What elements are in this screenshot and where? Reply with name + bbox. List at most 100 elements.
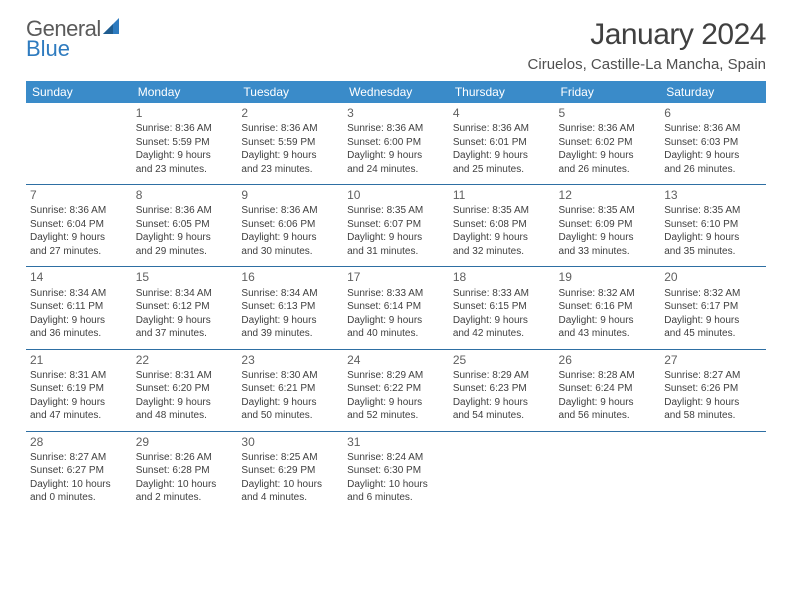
calendar-cell: 9Sunrise: 8:36 AMSunset: 6:06 PMDaylight…: [237, 185, 343, 267]
daylight-line2: and 32 minutes.: [453, 245, 551, 259]
weekday-header: Saturday: [660, 81, 766, 103]
day-number: 25: [453, 352, 551, 368]
sunrise-text: Sunrise: 8:36 AM: [136, 204, 234, 218]
daylight-line2: and 56 minutes.: [559, 409, 657, 423]
daylight-line1: Daylight: 9 hours: [664, 149, 762, 163]
daylight-line1: Daylight: 9 hours: [347, 149, 445, 163]
logo-sail-icon: [103, 16, 123, 41]
daylight-line2: and 39 minutes.: [241, 327, 339, 341]
daylight-line1: Daylight: 9 hours: [453, 314, 551, 328]
sunset-text: Sunset: 6:21 PM: [241, 382, 339, 396]
sunrise-text: Sunrise: 8:34 AM: [136, 287, 234, 301]
sunset-text: Sunset: 6:08 PM: [453, 218, 551, 232]
calendar-cell: 25Sunrise: 8:29 AMSunset: 6:23 PMDayligh…: [449, 349, 555, 431]
daylight-line2: and 48 minutes.: [136, 409, 234, 423]
sunset-text: Sunset: 6:05 PM: [136, 218, 234, 232]
calendar-week-row: 28Sunrise: 8:27 AMSunset: 6:27 PMDayligh…: [26, 431, 766, 513]
calendar-week-row: 21Sunrise: 8:31 AMSunset: 6:19 PMDayligh…: [26, 349, 766, 431]
day-number: 6: [664, 105, 762, 121]
month-title: January 2024: [528, 18, 766, 52]
sunrise-text: Sunrise: 8:34 AM: [30, 287, 128, 301]
daylight-line1: Daylight: 9 hours: [559, 231, 657, 245]
sunset-text: Sunset: 6:23 PM: [453, 382, 551, 396]
sunrise-text: Sunrise: 8:24 AM: [347, 451, 445, 465]
daylight-line1: Daylight: 10 hours: [347, 478, 445, 492]
sunrise-text: Sunrise: 8:27 AM: [30, 451, 128, 465]
calendar-cell: 12Sunrise: 8:35 AMSunset: 6:09 PMDayligh…: [555, 185, 661, 267]
calendar-cell: 6Sunrise: 8:36 AMSunset: 6:03 PMDaylight…: [660, 103, 766, 185]
calendar-table: SundayMondayTuesdayWednesdayThursdayFrid…: [26, 81, 766, 513]
sunset-text: Sunset: 6:02 PM: [559, 136, 657, 150]
sunrise-text: Sunrise: 8:36 AM: [241, 204, 339, 218]
sunset-text: Sunset: 6:10 PM: [664, 218, 762, 232]
daylight-line2: and 2 minutes.: [136, 491, 234, 505]
logo-text: General Blue: [26, 18, 123, 59]
sunset-text: Sunset: 6:14 PM: [347, 300, 445, 314]
sunset-text: Sunset: 6:12 PM: [136, 300, 234, 314]
daylight-line2: and 43 minutes.: [559, 327, 657, 341]
daylight-line1: Daylight: 9 hours: [241, 149, 339, 163]
sunset-text: Sunset: 6:00 PM: [347, 136, 445, 150]
daylight-line2: and 58 minutes.: [664, 409, 762, 423]
day-number: 24: [347, 352, 445, 368]
day-number: 21: [30, 352, 128, 368]
day-number: 12: [559, 187, 657, 203]
calendar-week-row: 7Sunrise: 8:36 AMSunset: 6:04 PMDaylight…: [26, 185, 766, 267]
day-number: 5: [559, 105, 657, 121]
day-number: 7: [30, 187, 128, 203]
day-number: 22: [136, 352, 234, 368]
calendar-cell: 21Sunrise: 8:31 AMSunset: 6:19 PMDayligh…: [26, 349, 132, 431]
daylight-line2: and 26 minutes.: [559, 163, 657, 177]
sunrise-text: Sunrise: 8:28 AM: [559, 369, 657, 383]
logo-word-blue: Blue: [26, 36, 70, 61]
sunrise-text: Sunrise: 8:25 AM: [241, 451, 339, 465]
daylight-line1: Daylight: 9 hours: [241, 314, 339, 328]
daylight-line2: and 52 minutes.: [347, 409, 445, 423]
calendar-cell: 14Sunrise: 8:34 AMSunset: 6:11 PMDayligh…: [26, 267, 132, 349]
daylight-line2: and 23 minutes.: [136, 163, 234, 177]
day-number: 4: [453, 105, 551, 121]
daylight-line2: and 30 minutes.: [241, 245, 339, 259]
sunrise-text: Sunrise: 8:34 AM: [241, 287, 339, 301]
sunrise-text: Sunrise: 8:36 AM: [664, 122, 762, 136]
calendar-cell: 26Sunrise: 8:28 AMSunset: 6:24 PMDayligh…: [555, 349, 661, 431]
sunset-text: Sunset: 6:11 PM: [30, 300, 128, 314]
calendar-cell: 1Sunrise: 8:36 AMSunset: 5:59 PMDaylight…: [132, 103, 238, 185]
calendar-cell: [449, 431, 555, 513]
sunrise-text: Sunrise: 8:26 AM: [136, 451, 234, 465]
daylight-line1: Daylight: 9 hours: [347, 231, 445, 245]
daylight-line2: and 4 minutes.: [241, 491, 339, 505]
sunset-text: Sunset: 6:17 PM: [664, 300, 762, 314]
daylight-line2: and 54 minutes.: [453, 409, 551, 423]
daylight-line1: Daylight: 9 hours: [347, 314, 445, 328]
daylight-line2: and 37 minutes.: [136, 327, 234, 341]
calendar-cell: 15Sunrise: 8:34 AMSunset: 6:12 PMDayligh…: [132, 267, 238, 349]
daylight-line1: Daylight: 9 hours: [453, 231, 551, 245]
weekday-header: Wednesday: [343, 81, 449, 103]
sunrise-text: Sunrise: 8:33 AM: [453, 287, 551, 301]
daylight-line1: Daylight: 9 hours: [664, 314, 762, 328]
day-number: 18: [453, 269, 551, 285]
calendar-cell: 7Sunrise: 8:36 AMSunset: 6:04 PMDaylight…: [26, 185, 132, 267]
daylight-line2: and 50 minutes.: [241, 409, 339, 423]
sunset-text: Sunset: 6:09 PM: [559, 218, 657, 232]
sunrise-text: Sunrise: 8:36 AM: [347, 122, 445, 136]
day-number: 20: [664, 269, 762, 285]
calendar-cell: 10Sunrise: 8:35 AMSunset: 6:07 PMDayligh…: [343, 185, 449, 267]
daylight-line1: Daylight: 10 hours: [241, 478, 339, 492]
daylight-line1: Daylight: 9 hours: [453, 396, 551, 410]
calendar-cell: [26, 103, 132, 185]
day-number: 11: [453, 187, 551, 203]
daylight-line1: Daylight: 9 hours: [453, 149, 551, 163]
weekday-header: Sunday: [26, 81, 132, 103]
sunrise-text: Sunrise: 8:29 AM: [347, 369, 445, 383]
day-number: 14: [30, 269, 128, 285]
sunrise-text: Sunrise: 8:27 AM: [664, 369, 762, 383]
daylight-line1: Daylight: 9 hours: [136, 231, 234, 245]
day-number: 8: [136, 187, 234, 203]
day-number: 26: [559, 352, 657, 368]
day-number: 31: [347, 434, 445, 450]
daylight-line2: and 29 minutes.: [136, 245, 234, 259]
daylight-line1: Daylight: 9 hours: [30, 396, 128, 410]
calendar-cell: 31Sunrise: 8:24 AMSunset: 6:30 PMDayligh…: [343, 431, 449, 513]
